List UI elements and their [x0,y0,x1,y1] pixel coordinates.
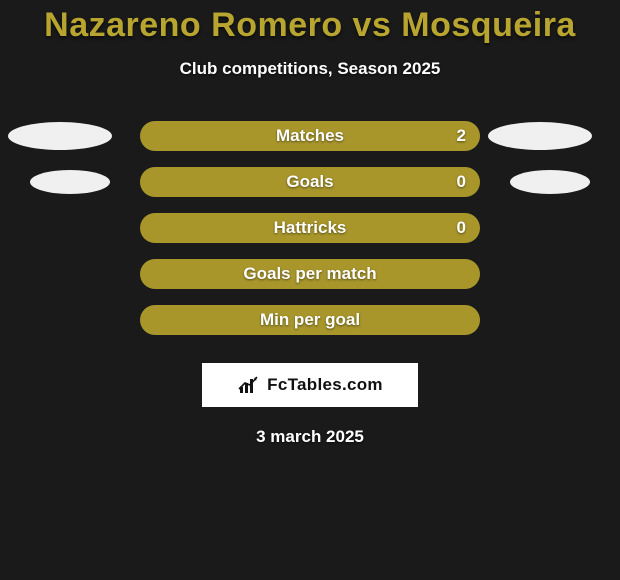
stat-bar: Hattricks0 [140,213,480,243]
stat-bar: Goals per match [140,259,480,289]
stat-row: Min per goal [0,305,620,351]
stat-row: Goals0 [0,167,620,213]
comparison-date: 3 march 2025 [0,427,620,447]
right-player-marker [488,122,592,150]
stats-rows: Matches2Goals0Hattricks0Goals per matchM… [0,121,620,351]
stat-row: Goals per match [0,259,620,305]
stat-bar: Goals0 [140,167,480,197]
stat-value: 0 [457,167,466,197]
stat-row: Matches2 [0,121,620,167]
stat-bar: Min per goal [140,305,480,335]
comparison-subtitle: Club competitions, Season 2025 [0,59,620,79]
brand-text: FcTables.com [267,375,383,395]
stat-label: Goals [140,167,480,197]
stat-bar: Matches2 [140,121,480,151]
left-player-marker [30,170,110,194]
stat-value: 2 [457,121,466,151]
stat-label: Hattricks [140,213,480,243]
right-player-marker [510,170,590,194]
comparison-title: Nazareno Romero vs Mosqueira [0,0,620,45]
brand-badge[interactable]: FcTables.com [202,363,418,407]
stat-label: Matches [140,121,480,151]
chart-icon [237,375,261,395]
stat-label: Goals per match [140,259,480,289]
stat-value: 0 [457,213,466,243]
stat-label: Min per goal [140,305,480,335]
left-player-marker [8,122,112,150]
stat-row: Hattricks0 [0,213,620,259]
